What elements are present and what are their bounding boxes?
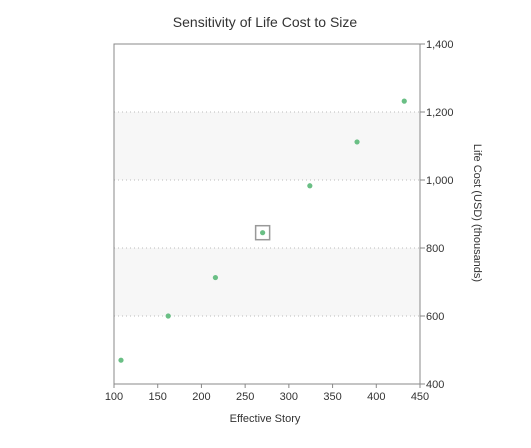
y-tick-label-1400: 1,400	[426, 39, 454, 51]
y-axis-label: Life Cost (USD) (thousands)	[471, 144, 483, 282]
y-tick-label-600: 600	[426, 311, 444, 323]
x-tick-label-250: 250	[236, 391, 254, 403]
y-tick-label-800: 800	[426, 243, 444, 255]
data-point-2	[165, 313, 171, 319]
x-tick-label-450: 450	[411, 391, 429, 403]
data-point-4	[260, 230, 266, 236]
x-tick-label-100: 100	[105, 391, 123, 403]
x-tick-label-200: 200	[192, 391, 210, 403]
x-tick-label-300: 300	[280, 391, 298, 403]
grid-bands	[114, 112, 420, 316]
highlighted-point-box	[254, 224, 271, 241]
grid-band-600-800	[114, 248, 420, 316]
data-point-5	[307, 183, 313, 189]
x-tick-label-150: 150	[149, 391, 167, 403]
data-point-3	[212, 274, 219, 281]
y-tick-label-1000: 1,000	[426, 175, 454, 187]
x-tick-label-350: 350	[323, 391, 341, 403]
gridlines	[114, 111, 420, 317]
data-point-7	[401, 98, 407, 104]
y-axis-ticks: 400 600 800 1,000 1,200 1,400	[420, 39, 454, 391]
y-tick-label-400: 400	[426, 379, 444, 391]
plot-area	[113, 43, 421, 385]
grid-band-1000-1200	[114, 112, 420, 180]
data-points	[118, 98, 407, 363]
data-point-1	[118, 357, 124, 363]
x-tick-label-400: 400	[367, 391, 385, 403]
y-tick-label-1200: 1,200	[426, 107, 454, 119]
chart-title: Sensitivity of Life Cost to Size	[173, 14, 358, 30]
data-point-6	[354, 139, 360, 145]
x-axis-label: Effective Story	[230, 413, 301, 425]
x-axis-ticks: 100 150 200 250 300 350 400 450	[105, 384, 429, 403]
